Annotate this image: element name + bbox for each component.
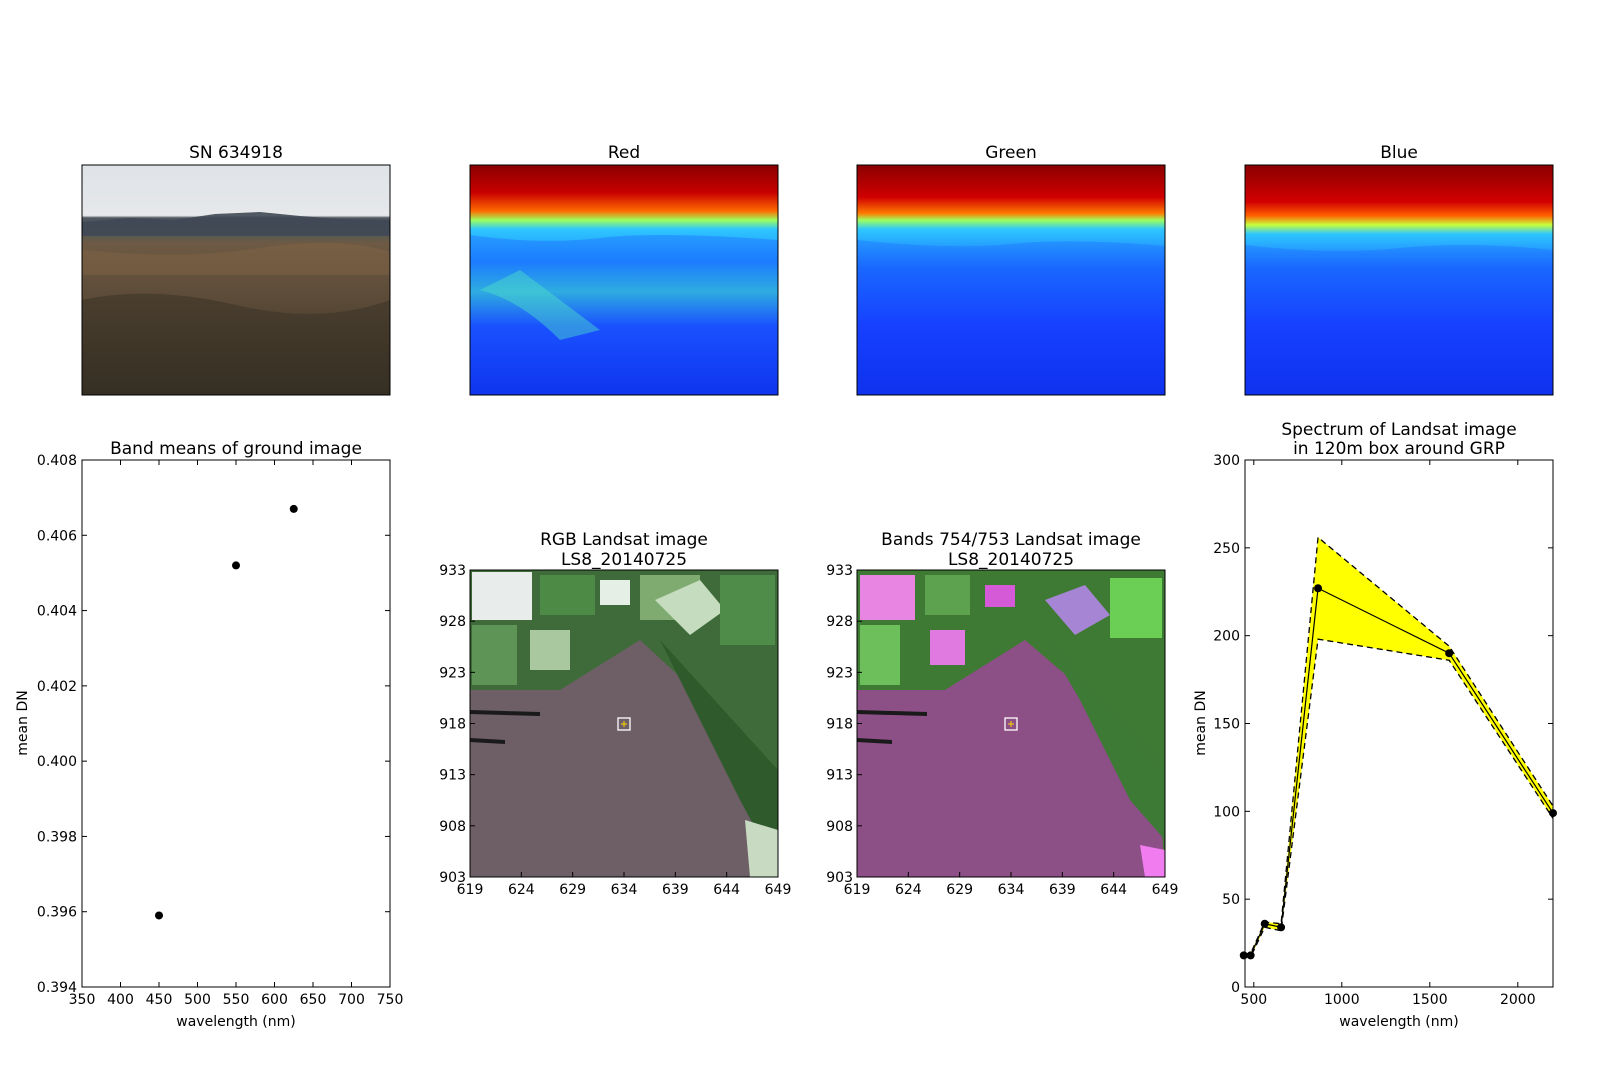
- false-color-landsat-map: [856, 569, 1166, 878]
- blue-channel-title: Blue: [1380, 143, 1418, 163]
- x-tick-label: 1500: [1412, 992, 1448, 1008]
- map-x-tick-label: 629: [559, 882, 586, 898]
- spectrum-xlabel: wavelength (nm): [1339, 1014, 1458, 1030]
- x-tick-label: 550: [223, 992, 250, 1008]
- y-tick-label: 50: [1222, 892, 1240, 908]
- rgb-map-title-line1: RGB Landsat image: [540, 530, 708, 550]
- spectrum-point: [1246, 951, 1255, 960]
- band-mean-point: [289, 504, 298, 513]
- map-y-tick-label: 928: [439, 614, 466, 630]
- map-x-tick-label: 619: [457, 882, 484, 898]
- map-y-tick-label: 903: [439, 870, 466, 886]
- x-tick-label: 1000: [1324, 992, 1360, 1008]
- spectrum-title-line1: Spectrum of Landsat image: [1281, 420, 1516, 440]
- x-tick-label: 600: [261, 992, 288, 1008]
- band-means-plot-area: [81, 459, 391, 988]
- map-x-tick-label: 644: [1100, 882, 1127, 898]
- rgb-landsat-map: [469, 569, 779, 878]
- false-color-map-title-line1: Bands 754/753 Landsat image: [881, 530, 1141, 550]
- y-tick-label: 0.408: [37, 453, 77, 469]
- band-means-xlabel: wavelength (nm): [176, 1014, 295, 1030]
- map-x-tick-label: 649: [1152, 882, 1179, 898]
- band-mean-point: [232, 561, 240, 570]
- band-mean-point: [155, 911, 163, 920]
- x-tick-label: 400: [107, 992, 134, 1008]
- spectrum-axes: 500 1000 1500 2000 0 50 100 150 200 250 300: [1213, 453, 1553, 1008]
- x-tick-label: 700: [338, 992, 365, 1008]
- y-tick-label: 100: [1213, 804, 1240, 820]
- band-means-title: Band means of ground image: [110, 439, 362, 459]
- map-y-tick-label: 908: [439, 819, 466, 835]
- spectrum-point: [1445, 649, 1454, 658]
- map-x-tick-label: 649: [765, 882, 792, 898]
- map-y-tick-label: 908: [826, 819, 853, 835]
- spectrum-point: [1277, 923, 1286, 932]
- x-tick-label: 500: [184, 992, 211, 1008]
- y-tick-label: 0.394: [37, 980, 77, 996]
- y-tick-label: 0.402: [37, 679, 77, 695]
- photo-title: SN 634918: [189, 143, 283, 163]
- spectrum-point: [1314, 584, 1323, 593]
- map-y-tick-label: 913: [826, 768, 853, 784]
- y-tick-label: 0: [1231, 980, 1240, 996]
- y-tick-label: 0.406: [37, 528, 77, 544]
- green-channel-title: Green: [985, 143, 1036, 163]
- map-x-tick-label: 619: [844, 882, 871, 898]
- map-x-tick-label: 639: [1049, 882, 1076, 898]
- spectrum-ylabel: mean DN: [1193, 690, 1209, 755]
- y-tick-label: 150: [1213, 717, 1240, 733]
- map-x-tick-label: 629: [946, 882, 973, 898]
- spectrum-series: [1239, 536, 1557, 960]
- map-y-tick-label: 918: [439, 717, 466, 733]
- map-x-tick-label: 634: [611, 882, 638, 898]
- y-tick-label: 0.400: [37, 754, 77, 770]
- x-tick-label: 2000: [1500, 992, 1536, 1008]
- spectrum-plot-area: [1245, 460, 1553, 987]
- band-means-points: [155, 504, 298, 920]
- map-y-tick-label: 913: [439, 768, 466, 784]
- map-y-tick-label: 903: [826, 870, 853, 886]
- x-tick-label: 750: [377, 992, 404, 1008]
- map-y-tick-label: 928: [826, 614, 853, 630]
- x-tick-label: 450: [146, 992, 173, 1008]
- spectrum-point: [1239, 951, 1248, 960]
- red-channel-image: [469, 164, 779, 396]
- map-y-tick-label: 933: [826, 563, 853, 579]
- x-tick-label: 650: [300, 992, 327, 1008]
- spectrum-range-band: [1243, 537, 1553, 958]
- map-y-tick-label: 918: [826, 717, 853, 733]
- y-tick-label: 200: [1213, 629, 1240, 645]
- map-y-tick-label: 933: [439, 563, 466, 579]
- map-x-tick-label: 624: [508, 882, 535, 898]
- map-x-tick-label: 639: [662, 882, 689, 898]
- false-color-map-title-line2: LS8_20140725: [948, 550, 1074, 570]
- map-x-tick-label: 624: [895, 882, 922, 898]
- band-means-ylabel: mean DN: [15, 690, 31, 755]
- map-x-tick-label: 634: [998, 882, 1025, 898]
- map-y-tick-label: 923: [826, 665, 853, 681]
- y-tick-label: 300: [1213, 453, 1240, 469]
- band-means-axes: 350 400 450 500 550 600 650 700 750 0.394 0.396 0.3…: [37, 453, 403, 1008]
- y-tick-label: 0.404: [37, 604, 77, 620]
- y-tick-label: 0.398: [37, 829, 77, 845]
- spectrum-point: [1260, 919, 1269, 928]
- green-channel-image: [856, 164, 1166, 396]
- spectrum-lower-bound: [1243, 638, 1554, 958]
- rgb-map-axes: 619 624 629 634 639 644 649 933 928 923 918 913 908 9…: [439, 563, 791, 898]
- false-color-map-axes: 619 624 629 634 639 644 649 933 928 923 918 913 908 9…: [826, 563, 1178, 898]
- ground-photo: [81, 164, 391, 396]
- x-tick-label: 500: [1240, 992, 1267, 1008]
- map-x-tick-label: 644: [713, 882, 740, 898]
- blue-channel-image: [1244, 164, 1554, 396]
- red-channel-title: Red: [608, 143, 640, 163]
- y-tick-label: 0.396: [37, 905, 77, 921]
- y-tick-label: 250: [1213, 541, 1240, 557]
- map-y-tick-label: 923: [439, 665, 466, 681]
- x-tick-label: 350: [69, 992, 96, 1008]
- rgb-map-title-line2: LS8_20140725: [561, 550, 687, 570]
- spectrum-title-line2: in 120m box around GRP: [1293, 439, 1505, 459]
